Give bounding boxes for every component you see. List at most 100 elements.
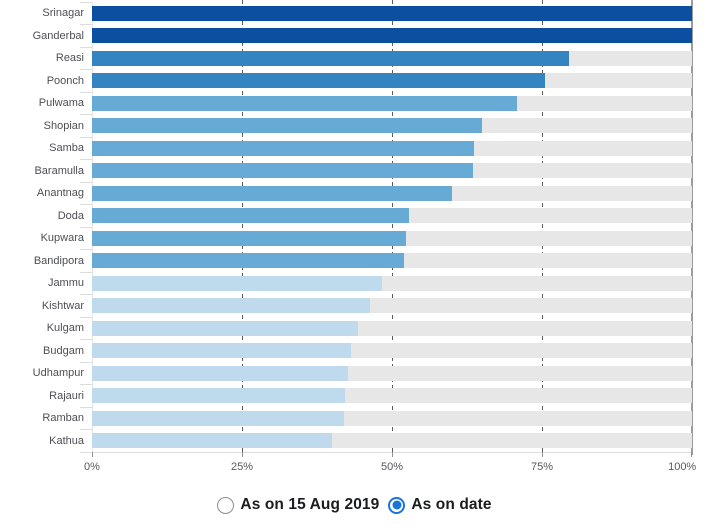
bar-kathua[interactable] xyxy=(92,433,332,448)
bar-udhampur[interactable] xyxy=(92,365,349,381)
category-label-rajauri: Rajauri xyxy=(49,389,84,402)
bar-row-kishtwar: Kishtwar xyxy=(42,295,692,318)
bar-reasi[interactable] xyxy=(92,50,569,66)
y-axis-tick xyxy=(80,136,92,138)
bar-row-kulgam: Kulgam xyxy=(47,317,692,340)
x-tickmark-100% xyxy=(691,452,692,457)
bar-row-bandipora: Bandipora xyxy=(34,250,692,273)
bar-row-doda: Doda xyxy=(58,205,692,228)
y-axis-tick xyxy=(80,384,92,385)
legend: As on 15 Aug 2019 As on date xyxy=(0,496,709,514)
x-tickmark-25% xyxy=(242,452,243,457)
legend-label-as-on-date[interactable]: As on date xyxy=(411,496,492,513)
category-label-reasi: Reasi xyxy=(55,52,84,65)
y-axis-tick xyxy=(80,316,92,318)
y-axis-tick xyxy=(80,114,92,115)
y-axis-tick xyxy=(80,339,92,340)
y-axis-tick xyxy=(80,1,92,3)
y-axis-tick xyxy=(80,451,92,453)
category-label-srinagar: Srinagar xyxy=(42,7,84,20)
category-label-pulwama: Pulwama xyxy=(38,97,84,110)
bar-samba[interactable] xyxy=(92,140,475,156)
y-axis-tick xyxy=(80,406,92,408)
x-ticklabel-25%: 25% xyxy=(230,461,254,473)
legend-label-as-on-15-aug-2019[interactable]: As on 15 Aug 2019 xyxy=(240,496,380,513)
bar-rajauri[interactable] xyxy=(92,388,346,403)
bar-baramulla[interactable] xyxy=(92,163,473,178)
category-label-ramban: Ramban xyxy=(42,412,84,425)
district-progress-bar-chart: Srinagar Ganderbal Reasi Poonch Pulwama Shopi… xyxy=(33,0,696,473)
y-axis-line xyxy=(92,2,93,452)
category-label-doda: Doda xyxy=(57,209,84,222)
category-label-kathua: Kathua xyxy=(49,434,84,447)
bar-row-budgam: Budgam xyxy=(43,340,692,363)
radio-unselected-icon[interactable] xyxy=(217,496,235,514)
x-ticklabel-50%: 50% xyxy=(380,461,404,473)
category-label-kupwara: Kupwara xyxy=(40,232,84,245)
gridline-50% xyxy=(391,0,393,457)
x-tickmark-50% xyxy=(392,452,393,457)
bar-ganderbal[interactable] xyxy=(92,28,692,43)
bar-ramban[interactable] xyxy=(92,410,344,426)
bar-anantnag[interactable] xyxy=(92,185,452,201)
bar-row-ramban: Ramban xyxy=(42,407,692,430)
bar-row-baramulla: Baramulla xyxy=(34,160,692,183)
category-label-ganderbal: Ganderbal xyxy=(32,29,84,42)
bar-kulgam[interactable] xyxy=(92,320,358,336)
y-axis-tick xyxy=(80,294,92,295)
radio-selected-icon[interactable] xyxy=(388,496,406,514)
bar-row-srinagar: Srinagar xyxy=(42,2,692,25)
y-axis-tick xyxy=(80,91,92,93)
category-label-jammu: Jammu xyxy=(47,277,84,290)
radio-option-as-on-date[interactable]: As on date xyxy=(388,496,491,514)
y-axis-tick xyxy=(80,226,92,228)
bar-bandipora[interactable] xyxy=(92,253,404,268)
radio-option-as-on-15-aug-2019[interactable]: As on 15 Aug 2019 xyxy=(217,496,379,514)
y-axis-tick xyxy=(80,271,92,273)
bar-shopian[interactable] xyxy=(92,118,482,133)
category-label-bandipora: Bandipora xyxy=(33,254,84,267)
bar-srinagar[interactable] xyxy=(92,5,692,21)
bar-kupwara[interactable] xyxy=(92,230,407,246)
bar-row-shopian: Shopian xyxy=(44,115,692,138)
gridline-25% xyxy=(241,0,243,457)
bar-row-kathua: Kathua xyxy=(49,430,692,453)
category-label-shopian: Shopian xyxy=(43,119,84,132)
bar-poonch[interactable] xyxy=(92,73,545,88)
category-label-kishtwar: Kishtwar xyxy=(41,299,84,312)
y-axis-tick xyxy=(80,204,92,205)
y-axis-tick xyxy=(80,181,92,183)
bar-pulwama[interactable] xyxy=(92,95,517,111)
category-label-baramulla: Baramulla xyxy=(34,164,84,177)
bar-row-samba: Samba xyxy=(49,137,692,160)
category-label-poonch: Poonch xyxy=(46,74,84,87)
bar-row-kupwara: Kupwara xyxy=(41,227,692,250)
bar-kishtwar[interactable] xyxy=(92,298,370,313)
category-label-anantnag: Anantnag xyxy=(36,187,84,200)
category-label-samba: Samba xyxy=(49,142,84,155)
bar-row-udhampur: Udhampur xyxy=(33,362,692,385)
x-ticklabel-75%: 75% xyxy=(530,461,554,473)
category-label-udhampur: Udhampur xyxy=(32,367,84,380)
x-axis-100-line xyxy=(691,0,693,455)
y-axis-tick xyxy=(80,159,92,160)
bar-row-poonch: Poonch xyxy=(47,70,692,93)
bar-budgam[interactable] xyxy=(92,343,352,358)
bar-jammu[interactable] xyxy=(92,275,382,291)
bar-row-anantnag: Anantnag xyxy=(37,182,692,205)
bar-row-pulwama: Pulwama xyxy=(39,92,692,115)
bar-doda[interactable] xyxy=(92,208,409,223)
y-axis-tick xyxy=(80,429,92,430)
category-label-kulgam: Kulgam xyxy=(46,322,84,335)
y-axis-tick xyxy=(80,46,92,48)
x-ticklabel-0%: 0% xyxy=(84,461,100,473)
bar-row-ganderbal: Ganderbal xyxy=(33,25,692,48)
x-tickmark-75% xyxy=(542,452,543,457)
x-ticklabel-100%: 100% xyxy=(668,461,697,473)
gridline-75% xyxy=(541,0,543,457)
y-axis-tick xyxy=(80,69,92,70)
y-axis-tick xyxy=(80,361,92,363)
bar-row-reasi: Reasi xyxy=(56,47,692,70)
x-tickmark-0% xyxy=(92,452,93,457)
bar-row-jammu: Jammu xyxy=(48,272,692,295)
